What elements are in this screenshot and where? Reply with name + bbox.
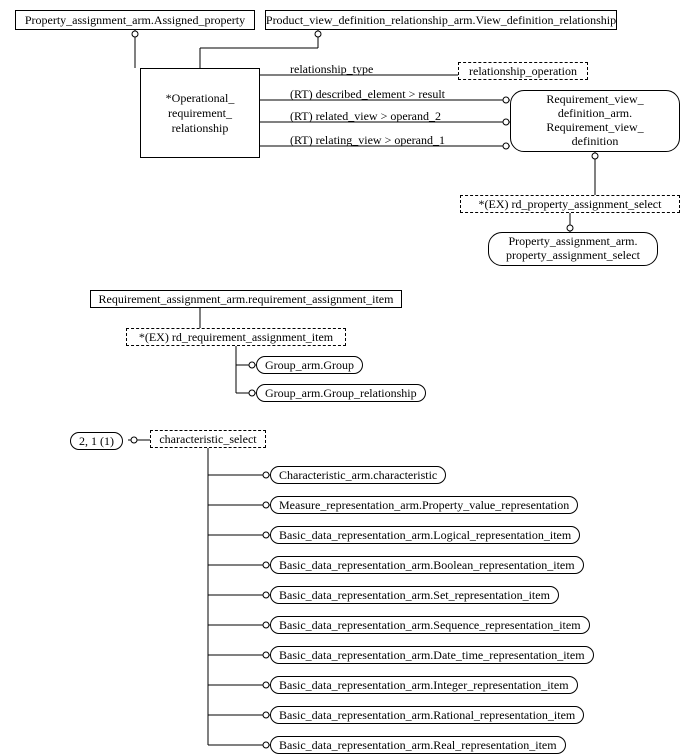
select-count-badge: 2, 1 (1) (70, 432, 123, 450)
label-relating-view: (RT) relating_view > operand_1 (290, 133, 445, 148)
entity-boolean-representation-item: Basic_data_representation_arm.Boolean_re… (270, 556, 584, 574)
type-rd-requirement-assignment-item: *(EX) rd_requirement_assignment_item (126, 328, 346, 346)
entity-property-assignment-select: Property_assignment_arm. property_assign… (488, 232, 658, 266)
type-relationship-operation: relationship_operation (458, 62, 588, 80)
entity-assigned-property: Property_assignment_arm.Assigned_propert… (15, 10, 255, 30)
entity-characteristic: Characteristic_arm.characteristic (270, 466, 446, 484)
label-related-view: (RT) related_view > operand_2 (290, 109, 441, 124)
entity-requirement-view-definition: Requirement_view_ definition_arm. Requir… (510, 90, 680, 152)
entity-operational-requirement-relationship: *Operational_ requirement_ relationship (140, 68, 260, 158)
entity-rational-representation-item: Basic_data_representation_arm.Rational_r… (270, 706, 584, 724)
entity-group: Group_arm.Group (256, 356, 363, 374)
label-relationship-type: relationship_type (290, 62, 373, 77)
entity-date-time-representation-item: Basic_data_representation_arm.Date_time_… (270, 646, 594, 664)
entity-view-definition-relationship: Product_view_definition_relationship_arm… (265, 10, 617, 30)
type-characteristic-select: characteristic_select (150, 430, 266, 448)
entity-sequence-representation-item: Basic_data_representation_arm.Sequence_r… (270, 616, 590, 634)
entity-integer-representation-item: Basic_data_representation_arm.Integer_re… (270, 676, 578, 694)
entity-requirement-assignment-item: Requirement_assignment_arm.requirement_a… (90, 290, 402, 308)
entity-real-representation-item: Basic_data_representation_arm.Real_repre… (270, 736, 566, 754)
entity-property-value-representation: Measure_representation_arm.Property_valu… (270, 496, 578, 514)
entity-set-representation-item: Basic_data_representation_arm.Set_repres… (270, 586, 559, 604)
type-rd-property-assignment-select: *(EX) rd_property_assignment_select (460, 195, 680, 213)
label-described-element: (RT) described_element > result (290, 87, 445, 102)
entity-logical-representation-item: Basic_data_representation_arm.Logical_re… (270, 526, 580, 544)
entity-group-relationship: Group_arm.Group_relationship (256, 384, 426, 402)
